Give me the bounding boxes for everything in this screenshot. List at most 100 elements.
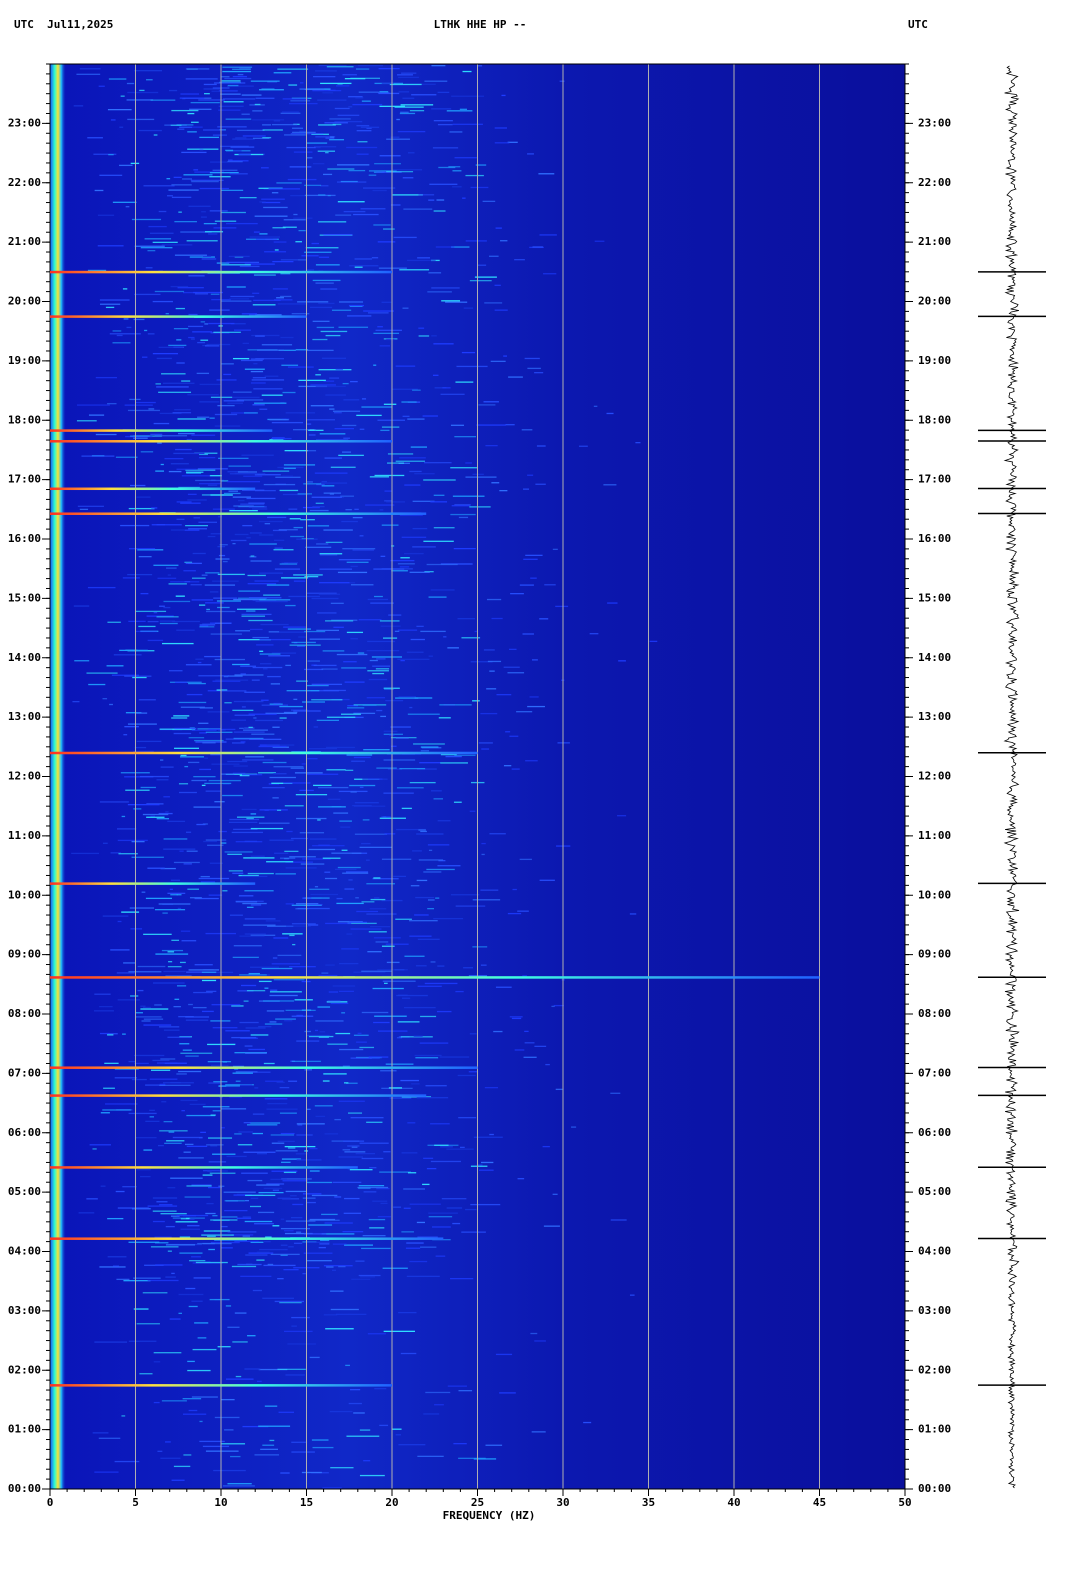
texture-dash <box>191 1256 201 1258</box>
texture-dash <box>131 218 162 221</box>
texture-dash <box>202 1174 213 1176</box>
texture-dash <box>469 279 492 282</box>
texture-dash <box>355 897 359 899</box>
texture-dash <box>308 434 316 436</box>
texture-dash <box>252 1132 263 1135</box>
event-line <box>50 1094 427 1097</box>
texture-dash <box>470 1165 488 1167</box>
texture-dash <box>316 719 339 722</box>
texture-dash <box>173 1005 181 1008</box>
texture-dash <box>438 860 446 862</box>
texture-dash <box>263 594 281 596</box>
texture-dash <box>363 749 390 751</box>
texture-dash <box>362 1234 386 1237</box>
texture-dash <box>105 306 115 309</box>
texture-dash <box>384 982 388 985</box>
texture-dash <box>131 1208 151 1210</box>
texture-dash <box>446 1207 463 1209</box>
texture-dash <box>227 402 244 404</box>
texture-dash <box>286 830 293 833</box>
texture-dash <box>228 490 238 492</box>
texture-dash <box>180 231 212 233</box>
texture-dash <box>318 806 346 808</box>
texture-dash <box>197 341 206 344</box>
texture-dash <box>258 1368 288 1371</box>
texture-dash <box>406 1242 424 1244</box>
texture-dash <box>210 396 233 398</box>
texture-dash <box>397 1021 420 1023</box>
texture-dash <box>480 889 499 891</box>
texture-dash <box>396 828 426 831</box>
texture-dash <box>299 82 304 84</box>
texture-dash <box>205 839 227 841</box>
texture-dash <box>419 762 441 764</box>
texture-dash <box>208 1248 215 1251</box>
texture-dash <box>169 888 173 890</box>
texture-dash <box>372 1200 388 1202</box>
texture-dash <box>316 629 340 632</box>
texture-dash <box>318 844 330 846</box>
texture-dash <box>153 611 158 614</box>
texture-dash <box>527 153 534 155</box>
texture-dash <box>397 563 415 565</box>
texture-dash <box>165 1441 171 1443</box>
x-tick-label: 50 <box>898 1496 911 1509</box>
texture-dash <box>246 817 254 820</box>
texture-dash <box>171 717 188 719</box>
texture-dash <box>304 1069 313 1071</box>
texture-dash <box>287 1343 316 1345</box>
texture-dash <box>132 676 147 679</box>
texture-dash <box>280 295 292 298</box>
texture-dash <box>350 565 358 568</box>
texture-dash <box>524 357 540 360</box>
texture-dash <box>294 772 323 774</box>
texture-dash <box>235 1071 258 1073</box>
texture-dash <box>150 815 155 817</box>
texture-dash <box>193 806 222 808</box>
texture-dash <box>190 584 202 586</box>
texture-dash <box>189 108 212 110</box>
texture-dash <box>377 419 406 421</box>
texture-dash <box>199 148 204 151</box>
texture-dash <box>323 1314 338 1316</box>
low-frequency-ridge <box>50 64 66 1489</box>
texture-dash <box>178 486 200 489</box>
texture-dash <box>269 1021 277 1023</box>
texture-dash <box>156 616 179 618</box>
texture-dash <box>418 194 435 196</box>
texture-dash <box>358 1274 381 1277</box>
texture-dash <box>199 732 207 734</box>
texture-dash <box>246 610 256 612</box>
texture-dash <box>403 552 424 555</box>
texture-dash <box>93 153 117 155</box>
seismogram-trace <box>1003 65 1020 1489</box>
texture-dash <box>264 1405 278 1407</box>
texture-dash <box>509 1016 523 1018</box>
texture-dash <box>205 790 221 792</box>
texture-dash <box>323 529 353 531</box>
texture-dash <box>337 181 367 183</box>
texture-dash <box>327 168 355 170</box>
texture-dash <box>168 961 173 963</box>
texture-dash <box>259 638 291 641</box>
texture-dash <box>399 767 426 770</box>
texture-dash <box>345 509 352 511</box>
texture-dash <box>321 485 335 487</box>
texture-dash <box>131 1078 147 1081</box>
texture-dash <box>188 313 198 316</box>
texture-dash <box>399 457 426 459</box>
texture-dash <box>470 661 493 663</box>
texture-dash <box>381 858 412 860</box>
texture-dash <box>383 816 391 818</box>
texture-dash <box>304 1030 311 1033</box>
texture-dash <box>244 691 266 693</box>
texture-dash <box>455 381 474 383</box>
texture-dash <box>250 358 264 360</box>
texture-dash <box>95 376 117 379</box>
texture-dash <box>374 1015 407 1017</box>
texture-dash <box>245 1199 250 1202</box>
texture-dash <box>217 516 222 518</box>
y-tick-label-right: 02:00 <box>918 1363 951 1376</box>
texture-dash <box>343 437 350 439</box>
texture-dash <box>201 1234 234 1236</box>
